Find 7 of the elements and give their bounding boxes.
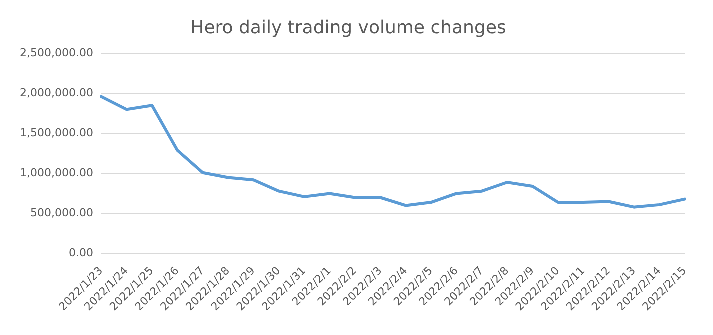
y-tick-label: 2,000,000.00: [20, 86, 94, 100]
y-tick-label: 2,500,000.00: [20, 46, 94, 60]
y-tick-label: 0.00: [68, 246, 94, 260]
y-tick-label: 1,000,000.00: [20, 166, 94, 180]
y-tick-label: 1,500,000.00: [20, 126, 94, 140]
chart-title: Hero daily trading volume changes: [190, 17, 506, 38]
y-tick-label: 500,000.00: [30, 206, 94, 220]
